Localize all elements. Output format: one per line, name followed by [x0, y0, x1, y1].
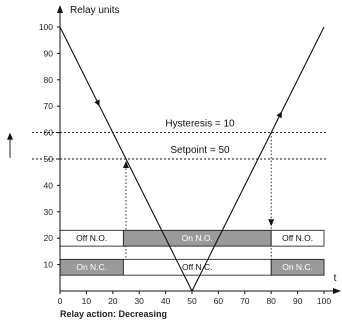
x-axis-arrow-icon [333, 288, 341, 294]
y-tick-label: 20 [44, 233, 54, 243]
x-tick-label: 60 [214, 296, 224, 306]
y-tick-label: 40 [44, 180, 54, 190]
nc-row-segment-label: On N.C. [282, 262, 313, 272]
y-tick-label: 30 [44, 207, 54, 217]
y-tick-label: 70 [44, 101, 54, 111]
labels: Relay units t Hysteresis = 10 Setpoint =… [60, 5, 337, 319]
signal [59, 26, 325, 293]
no-row-segment-label: Off N.O. [282, 233, 313, 243]
x-tick-label: 20 [108, 296, 118, 306]
hysteresis-label: Hysteresis = 10 [165, 119, 235, 130]
x-tick-label: 90 [293, 296, 303, 306]
y-tick-label: 80 [44, 75, 54, 85]
y-tick-label: 90 [44, 48, 54, 58]
switch-up-arrow-icon [123, 161, 129, 168]
y-tick-label: 50 [44, 154, 54, 164]
x-tick-label: 40 [161, 296, 171, 306]
setpoint-label: Setpoint = 50 [170, 145, 230, 156]
axis-ticks: 0 10 20 30 40 50 60 70 80 90 100 10 20 30 40 50 60 70 80 90… [39, 22, 332, 306]
y-axis-arrow-icon [57, 5, 63, 13]
nc-row-segment [270, 258, 325, 276]
no-row-segment [270, 229, 325, 247]
no-row-segment-label: Off N.O. [76, 233, 107, 243]
x-tick-label: 10 [82, 296, 92, 306]
axes [57, 5, 341, 294]
x-tick-label: 70 [240, 296, 250, 306]
state-bars: Off N.O. On N.O. Off N.O. On N.C. Off N.C. On… [59, 229, 325, 276]
x-tick-label: 80 [266, 296, 276, 306]
nc-row-segment-label: On N.C. [76, 262, 107, 272]
x-axis-label: t [334, 273, 337, 284]
y-tick-label: 10 [44, 260, 54, 270]
chart-caption: Relay action: Decreasing [60, 309, 167, 319]
x-tick-label: 0 [58, 296, 63, 306]
y-tick-label: 60 [44, 128, 54, 138]
signal-direction-up-icon [276, 111, 282, 119]
signal-direction-down-icon [94, 99, 100, 107]
y-tick-label: 100 [39, 22, 53, 32]
guide-lines [7, 132, 326, 276]
x-tick-label: 100 [317, 296, 331, 306]
hysteresis-bracket-arrow-icon [7, 132, 13, 140]
x-tick-label: 30 [134, 296, 144, 306]
y-axis-label: Relay units [70, 5, 119, 16]
nc-row-segment-label: Off N.C. [182, 262, 213, 272]
switch-down-arrow-icon [268, 219, 275, 227]
x-tick-label: 50 [187, 296, 197, 306]
no-row-segment-label: On N.O. [182, 233, 213, 243]
